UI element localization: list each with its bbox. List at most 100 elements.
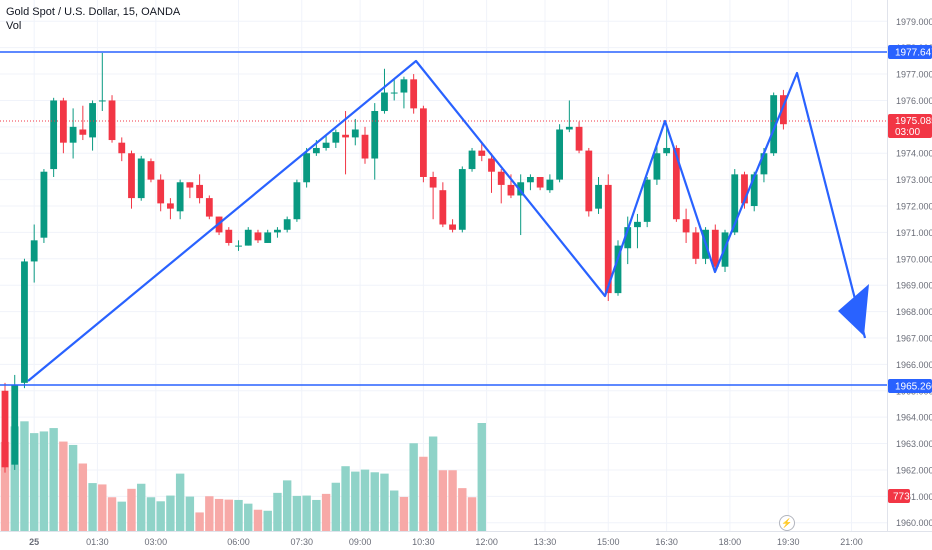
time-tick-label: 10:30 bbox=[412, 537, 435, 547]
price-tick-label: 1961.000 bbox=[896, 492, 932, 502]
volume-bar bbox=[477, 423, 486, 531]
candle bbox=[274, 227, 281, 238]
time-tick-label: 19:30 bbox=[777, 537, 800, 547]
volume-bar bbox=[39, 431, 49, 531]
candle bbox=[390, 79, 398, 101]
candle bbox=[400, 76, 408, 109]
candle bbox=[137, 155, 145, 201]
candle bbox=[575, 121, 583, 154]
candle bbox=[89, 100, 96, 151]
volume-bar bbox=[88, 483, 97, 531]
candle bbox=[614, 240, 622, 296]
candle bbox=[167, 198, 174, 220]
candle bbox=[128, 150, 135, 209]
volume-bar bbox=[292, 495, 302, 531]
price-tick-label: 1967.000 bbox=[896, 333, 932, 343]
last-volume-tag: 773 bbox=[888, 489, 910, 503]
candle bbox=[634, 213, 641, 249]
price-tick-label: 1973.000 bbox=[896, 175, 932, 185]
volume-bar bbox=[360, 469, 370, 531]
candle bbox=[30, 224, 38, 283]
lightning-icon[interactable]: ⚡ bbox=[779, 515, 795, 531]
candle bbox=[225, 227, 233, 246]
candle bbox=[205, 195, 213, 220]
volume-bar bbox=[370, 472, 379, 531]
price-tick-label: 1963.000 bbox=[896, 439, 932, 449]
price-tick-label: 1969.000 bbox=[896, 281, 932, 291]
candle bbox=[118, 137, 126, 162]
candle bbox=[604, 174, 612, 302]
candle bbox=[264, 229, 272, 243]
candle bbox=[196, 174, 203, 204]
time-tick-label: 07:30 bbox=[290, 537, 313, 547]
candle bbox=[546, 174, 554, 193]
volume-bar bbox=[78, 463, 88, 531]
volume-bar bbox=[419, 456, 428, 531]
volume-bar bbox=[234, 499, 243, 531]
time-tick-label: 06:00 bbox=[227, 537, 250, 547]
svg-text:03:00: 03:00 bbox=[895, 127, 920, 138]
candle bbox=[468, 147, 476, 172]
time-tick-label: 01:30 bbox=[86, 537, 109, 547]
volume-bars bbox=[0, 421, 486, 531]
chart-legend: Gold Spot / U.S. Dollar, 15, OANDA Vol bbox=[6, 5, 180, 33]
candle bbox=[371, 103, 379, 180]
volume-bar bbox=[351, 471, 360, 531]
volume-bar bbox=[137, 483, 146, 531]
price-tick-label: 1976.000 bbox=[896, 96, 932, 106]
volume-bar bbox=[98, 484, 107, 531]
volume-bar bbox=[20, 421, 29, 531]
candlesticks bbox=[1, 52, 787, 473]
volume-bar bbox=[380, 473, 389, 531]
volume-bar bbox=[107, 497, 117, 531]
candle bbox=[527, 174, 534, 191]
volume-bar bbox=[428, 436, 438, 531]
price-tick-label: 1970.000 bbox=[896, 254, 932, 264]
candle bbox=[59, 97, 67, 154]
volume-bar bbox=[49, 428, 58, 531]
time-tick-label: 13:30 bbox=[534, 537, 557, 547]
symbol-title[interactable]: Gold Spot / U.S. Dollar, 15, OANDA bbox=[6, 6, 181, 18]
volume-indicator-label[interactable]: Vol bbox=[6, 20, 22, 32]
volume-bar bbox=[467, 497, 477, 531]
candle bbox=[410, 74, 418, 114]
candle bbox=[361, 126, 369, 164]
candle bbox=[449, 219, 456, 233]
volume-bar bbox=[68, 444, 78, 531]
volume-bar bbox=[59, 441, 68, 531]
svg-text:1977.647: 1977.647 bbox=[895, 48, 932, 59]
time-axis[interactable]: 25 01:30 03:00 06:00 07:30 09:00 10:30 12:00 13:… bbox=[29, 537, 863, 547]
volume-bar bbox=[273, 492, 282, 531]
candle bbox=[478, 142, 486, 162]
price-tick-label: 1971.000 bbox=[896, 228, 932, 238]
price-tick-label: 1960.000 bbox=[896, 518, 932, 528]
time-tick-label: 16:30 bbox=[655, 537, 678, 547]
volume-bar bbox=[0, 441, 10, 531]
candle bbox=[458, 166, 466, 233]
candle bbox=[293, 179, 301, 222]
candle bbox=[147, 158, 155, 183]
volume-bar bbox=[244, 503, 253, 531]
candle bbox=[624, 216, 632, 265]
candle bbox=[517, 174, 525, 236]
volume-bar bbox=[214, 498, 224, 531]
candle bbox=[682, 208, 690, 243]
last-price-tag: 1975.085 03:00 bbox=[888, 114, 932, 138]
volume-bar bbox=[438, 470, 448, 531]
volume-bar bbox=[224, 499, 233, 531]
volume-bar bbox=[146, 497, 156, 531]
candle bbox=[565, 100, 573, 133]
candle bbox=[303, 147, 311, 188]
price-axis[interactable]: 1979.0001978.0001977.0001976.0001975.000… bbox=[896, 17, 932, 528]
candle bbox=[283, 216, 291, 233]
candle bbox=[157, 174, 165, 212]
price-tick-label: 1968.000 bbox=[896, 307, 932, 317]
time-tick-label: 09:00 bbox=[349, 537, 372, 547]
time-tick-label: 03:00 bbox=[145, 537, 168, 547]
candle bbox=[98, 52, 106, 112]
candle bbox=[40, 169, 48, 243]
price-tick-label: 1979.000 bbox=[896, 17, 932, 27]
price-tick-label: 1977.000 bbox=[896, 70, 932, 80]
pattern-zigzag-line[interactable] bbox=[27, 59, 867, 382]
